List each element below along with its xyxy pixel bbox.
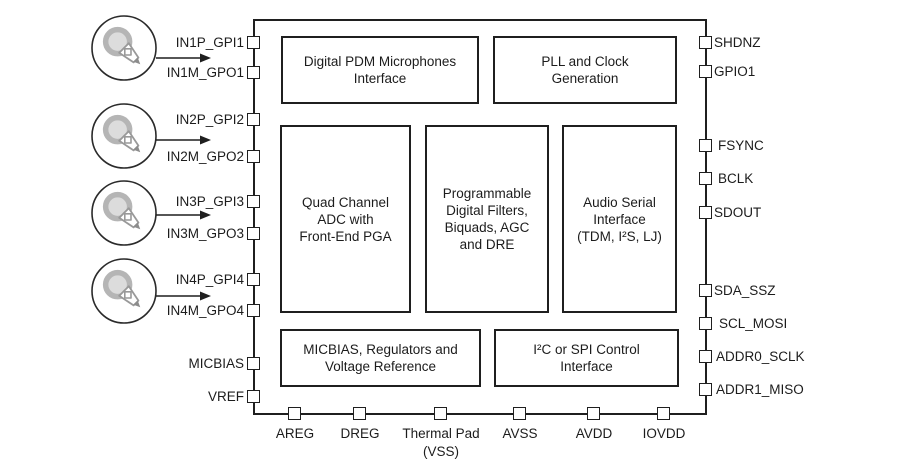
block-digital-pdm-microphones-interface: Digital PDM Microphones Interface — [281, 36, 479, 104]
block-micbias-regulators: MICBIAS, Regulators and Voltage Referenc… — [280, 329, 481, 387]
block-programmable-digital-filters: Programmable Digital Filters, Biquads, A… — [425, 125, 549, 313]
pin-label-vref: VREF — [207, 389, 244, 404]
pin-vref — [247, 390, 260, 403]
mic4-arrow-icon — [155, 290, 212, 302]
pin-label-in4p-gpi4: IN4P_GPI4 — [175, 272, 244, 287]
pin-label-sdout: SDOUT — [714, 205, 762, 220]
pin-fsync — [699, 139, 712, 152]
block-i2c-spi-control-interface: I²C or SPI Control Interface — [494, 329, 679, 387]
pin-dreg — [353, 407, 366, 420]
block-quad-channel-adc: Quad Channel ADC with Front-End PGA — [280, 125, 411, 313]
pin-label-in1p-gpi1: IN1P_GPI1 — [175, 35, 244, 50]
pin-label-bclk: BCLK — [718, 171, 754, 186]
pin-label-sda-ssz: SDA_SSZ — [714, 283, 776, 298]
pin-in3p-gpi3 — [247, 195, 260, 208]
pin-label-in3p-gpi3: IN3P_GPI3 — [175, 194, 244, 209]
pin-scl-mosi — [699, 317, 712, 330]
pin-thermal-pad-vss — [434, 407, 447, 420]
pin-iovdd — [657, 407, 670, 420]
block-audio-serial-interface: Audio Serial Interface (TDM, I²S, LJ) — [562, 125, 677, 313]
mic1-arrow-icon — [155, 52, 212, 64]
pin-in3m-gpo3 — [247, 227, 260, 240]
pin-label-in2m-gpo2: IN2M_GPO2 — [166, 149, 244, 164]
pin-shdnz — [699, 36, 712, 49]
pin-label-in2p-gpi2: IN2P_GPI2 — [175, 112, 244, 127]
pin-addr1-miso — [699, 383, 712, 396]
pin-addr0-sclk — [699, 350, 712, 363]
pin-label-in3m-gpo3: IN3M_GPO3 — [166, 226, 244, 241]
pin-label-dreg: DREG — [340, 426, 380, 441]
pin-bclk — [699, 172, 712, 185]
pin-gpio1 — [699, 65, 712, 78]
pin-avdd — [587, 407, 600, 420]
pin-in2p-gpi2 — [247, 113, 260, 126]
pin-label-avdd: AVDD — [575, 426, 613, 441]
pin-label-addr0-sclk: ADDR0_SCLK — [716, 349, 805, 364]
pin-label-addr1-miso: ADDR1_MISO — [716, 382, 804, 397]
pin-label-in1m-gpo1: IN1M_GPO1 — [166, 65, 244, 80]
mic2-arrow-icon — [155, 134, 212, 146]
pin-label-shdnz: SHDNZ — [714, 35, 761, 50]
mic3-arrow-icon — [155, 209, 212, 221]
pin-label-fsync: FSYNC — [718, 138, 764, 153]
block-pll-and-clock-generation: PLL and Clock Generation — [493, 36, 677, 104]
pin-label-micbias: MICBIAS — [188, 356, 244, 371]
pin-label-gpio1: GPIO1 — [714, 64, 756, 79]
pin-label-thermal-pad-vss: Thermal Pad (VSS) — [402, 426, 480, 459]
pin-areg — [288, 407, 301, 420]
pin-label-scl-mosi: SCL_MOSI — [719, 316, 788, 331]
pin-in1m-gpo1 — [247, 66, 260, 79]
pin-in2m-gpo2 — [247, 150, 260, 163]
pin-avss — [513, 407, 526, 420]
pin-label-areg: AREG — [275, 426, 315, 441]
pin-label-in4m-gpo4: IN4M_GPO4 — [166, 303, 244, 318]
pin-in1p-gpi1 — [247, 36, 260, 49]
pin-micbias — [247, 357, 260, 370]
pin-sdout — [699, 206, 712, 219]
pin-label-avss: AVSS — [502, 426, 538, 441]
pin-sda-ssz — [699, 284, 712, 297]
pin-in4p-gpi4 — [247, 273, 260, 286]
pin-in4m-gpo4 — [247, 304, 260, 317]
pin-label-iovdd: IOVDD — [642, 426, 686, 441]
